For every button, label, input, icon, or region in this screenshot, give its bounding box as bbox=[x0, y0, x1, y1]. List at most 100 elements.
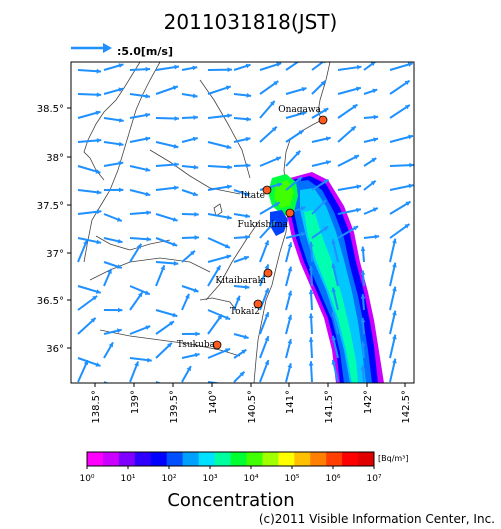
wind-arrow bbox=[285, 176, 303, 191]
wind-arrow bbox=[103, 213, 123, 222]
lon-tick-label: 142° bbox=[363, 390, 374, 414]
wind-arrow bbox=[77, 295, 98, 311]
wind-arrow bbox=[233, 255, 250, 263]
wind-arrow bbox=[259, 359, 270, 383]
wind-arrow bbox=[207, 184, 232, 191]
lon-tick-label: 139.5° bbox=[169, 390, 180, 424]
wind-arrow bbox=[77, 357, 101, 367]
wind-arrow bbox=[285, 150, 301, 167]
wind-arrow bbox=[103, 63, 124, 71]
colorbar-swatch bbox=[118, 452, 136, 466]
wind-arrow bbox=[103, 87, 124, 95]
wind-arrow bbox=[259, 80, 279, 95]
wind-arrow bbox=[129, 165, 151, 172]
longitude-axis: 138.5° 139° 139.5° 140° 140.5° 141° 141.5° 142°… bbox=[91, 383, 412, 424]
wind-arrow bbox=[207, 314, 223, 335]
wind-arrow bbox=[331, 359, 339, 383]
lon-tick-label: 142.5° bbox=[401, 390, 412, 424]
lon-tick-label: 140° bbox=[208, 390, 219, 414]
wind-arrow bbox=[129, 285, 151, 296]
wind-arrow bbox=[77, 237, 102, 245]
wind-arrow bbox=[77, 92, 102, 98]
wind-arrow bbox=[129, 136, 151, 143]
colorbar-swatch bbox=[310, 452, 327, 466]
wind-arrow bbox=[181, 93, 198, 99]
wind-arrow bbox=[129, 66, 151, 72]
wind-arrow bbox=[129, 357, 152, 363]
wind-arrow bbox=[207, 347, 231, 359]
wind-arrow bbox=[77, 209, 102, 215]
wind-arrow bbox=[233, 295, 241, 311]
wind-arrow bbox=[155, 185, 179, 191]
wind-arrow bbox=[311, 199, 327, 215]
wind-arrow bbox=[363, 137, 379, 143]
wind-arrow bbox=[259, 220, 277, 239]
wind-arrow bbox=[181, 211, 199, 217]
wind-arrow bbox=[129, 189, 151, 197]
wind-arrow bbox=[233, 63, 251, 71]
site-label: Tsukuba bbox=[177, 340, 216, 350]
lat-tick-label: 36.5° bbox=[37, 296, 64, 307]
wind-arrow bbox=[311, 107, 329, 119]
wind-arrow bbox=[233, 92, 252, 98]
wind-arrow bbox=[103, 307, 123, 313]
wind-arrow bbox=[77, 359, 89, 383]
wind-arrow bbox=[259, 240, 270, 263]
wind-arrow bbox=[207, 254, 232, 263]
wind-arrow bbox=[389, 162, 414, 168]
wind-arrow bbox=[285, 338, 293, 359]
wind-arrow bbox=[155, 320, 175, 335]
wind-arrow bbox=[337, 154, 360, 167]
wind-arrow bbox=[233, 136, 251, 143]
wind-arrow bbox=[181, 65, 198, 71]
wind-arrow bbox=[233, 189, 250, 197]
wind-arrow bbox=[181, 352, 200, 359]
concentration-plume bbox=[268, 172, 384, 383]
wind-arrow bbox=[337, 125, 357, 143]
wind-arrow bbox=[77, 189, 102, 195]
colorbar-swatch bbox=[214, 452, 231, 466]
wind-arrow bbox=[129, 325, 151, 335]
wind-arrow bbox=[103, 187, 124, 193]
wind-arrow bbox=[155, 342, 173, 359]
colorbar-tick-label: 10⁰ bbox=[79, 474, 94, 484]
wind-arrow bbox=[103, 328, 122, 335]
wind-arrow bbox=[181, 249, 196, 263]
latitude-axis: 38.5° 38° 37.5° 37° 36.5° 36° bbox=[37, 104, 71, 355]
wind-arrow bbox=[360, 365, 366, 383]
lat-tick-label: 38.5° bbox=[37, 104, 64, 115]
wind-arrow bbox=[360, 294, 366, 311]
colorbar-title: Concentration bbox=[167, 490, 295, 511]
wind-arrow bbox=[103, 141, 124, 147]
wind-arrow bbox=[129, 112, 151, 119]
wind-arrow bbox=[77, 165, 101, 174]
wind-arrow bbox=[181, 136, 198, 143]
wind-arrow bbox=[285, 242, 293, 263]
map-title: 2011031818(JST) bbox=[163, 10, 338, 34]
wind-arrow bbox=[259, 335, 270, 359]
wind-arrow bbox=[77, 317, 97, 335]
wind-arrow bbox=[103, 117, 124, 123]
colorbar-swatch bbox=[102, 452, 120, 466]
colorbar-swatch bbox=[294, 452, 311, 466]
site-marker bbox=[318, 115, 328, 125]
wind-arrow bbox=[155, 64, 180, 71]
wind-arrow bbox=[129, 236, 152, 242]
wind-arrow bbox=[363, 88, 378, 95]
wind-arrow bbox=[207, 213, 232, 220]
wind-arrow bbox=[155, 261, 179, 266]
site-label: Fukushima bbox=[238, 220, 289, 230]
site-label: Iitate bbox=[241, 191, 265, 201]
colorbar-swatch bbox=[262, 452, 279, 466]
wind-arrow bbox=[311, 225, 329, 239]
wind-arrow bbox=[285, 314, 293, 335]
wind-arrow bbox=[259, 263, 270, 287]
wind-arrow bbox=[360, 246, 366, 263]
wind-arrow bbox=[389, 183, 414, 191]
wind-arrow bbox=[77, 285, 102, 294]
wind-arrow bbox=[285, 111, 307, 119]
location-markers: Onagawa Iitate Fukushima Kitaibaraki Tokai2 T… bbox=[177, 105, 328, 350]
wind-arrow bbox=[181, 235, 200, 240]
wind-arrow bbox=[308, 265, 314, 287]
wind-arrow bbox=[337, 86, 362, 95]
